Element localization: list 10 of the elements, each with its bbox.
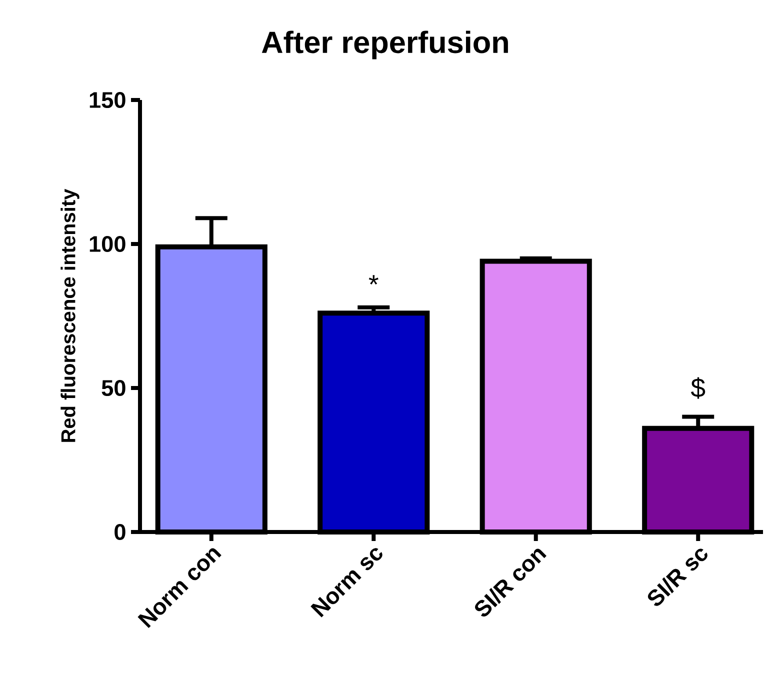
chart-title: After reperfusion [262,30,508,60]
y-axis-title: Red fluorescence intensity [60,188,80,442]
annotation: $ [690,377,706,399]
y-tick-label: 0 [114,524,126,540]
y-tick-label: 150 [90,92,126,108]
x-tick-label: SI/R sc [648,548,708,606]
annotation: * [368,275,378,284]
x-tick-label: SI/R con [475,548,546,617]
y-tick-label: 50 [102,380,126,396]
y-tick-label: 100 [90,236,126,252]
